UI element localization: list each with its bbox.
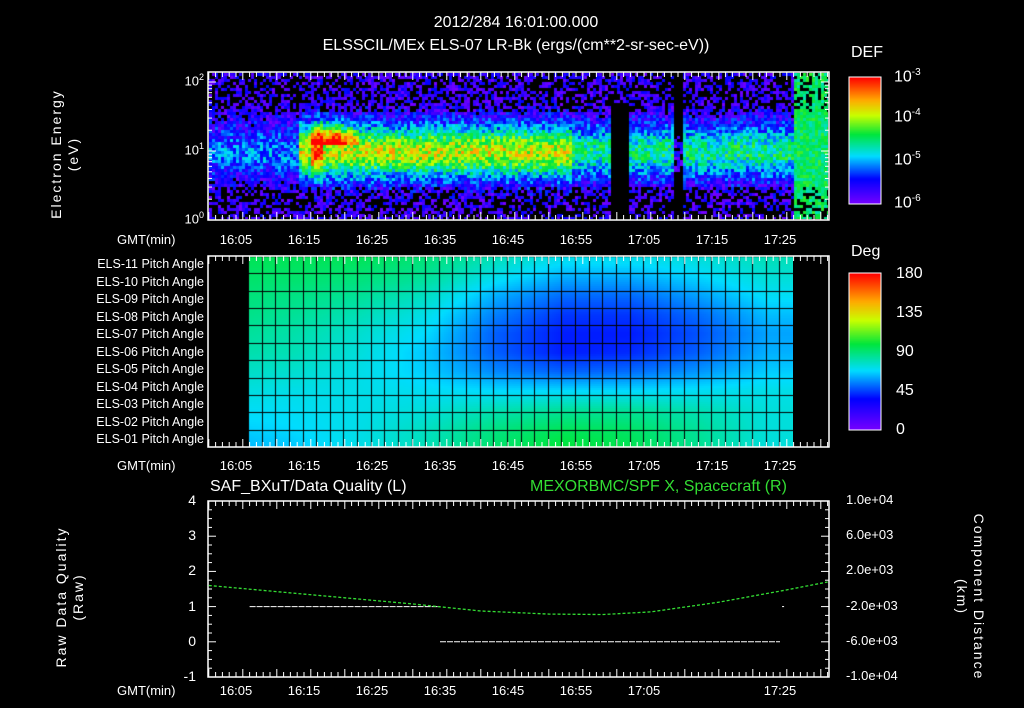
- x-tick-label: 16:15: [287, 458, 321, 473]
- pitch-angle-row-label: ELS-04 Pitch Angle: [96, 379, 204, 394]
- plot-title: ELSSCIL/MEx ELS-07 LR-Bk (ergs/(cm**2-sr…: [322, 37, 710, 54]
- x-tick-label: 16:15: [287, 232, 321, 247]
- pitch-angle-row-label: ELS-06 Pitch Angle: [96, 344, 204, 359]
- def-colorbar-tick: 10-4: [894, 107, 921, 126]
- right-tick-label: -1.0e+04: [846, 668, 898, 683]
- x-tick-label: 16:45: [491, 683, 525, 698]
- energy-spectrogram: [209, 73, 828, 219]
- left-series-title: SAF_BXuT/Data Quality (L): [210, 478, 407, 495]
- pitch-angle-row-label: ELS-01 Pitch Angle: [96, 432, 204, 446]
- deg-colorbar-tick: 45: [896, 382, 914, 399]
- pitch-angle-row-label: ELS-02 Pitch Angle: [96, 414, 204, 429]
- right-tick-label: 1.0e+04: [846, 492, 894, 507]
- pitch-angle-row-label: ELS-09 Pitch Angle: [96, 292, 204, 306]
- x-tick-label: 16:05: [219, 683, 253, 698]
- x-tick-label: 17:15: [695, 232, 729, 247]
- left-tick-label: -1: [183, 668, 196, 684]
- spf-x-line: [208, 581, 828, 616]
- deg-colorbar-tick: 135: [896, 304, 923, 321]
- right-tick-label: 6.0e+03: [846, 527, 894, 543]
- quality-axis-label: Raw Data Quality (Raw): [53, 526, 86, 668]
- def-colorbar-tick: 10-6: [894, 193, 921, 212]
- pitch-angle-row-label: ELS-03 Pitch Angle: [96, 397, 204, 411]
- right-series-title: MEXORBMC/SPF X, Spacecraft (R): [530, 478, 787, 495]
- panel-frame: [207, 255, 830, 448]
- energy-tick-label: 101: [184, 141, 204, 158]
- deg-colorbar-tick: 90: [896, 343, 914, 360]
- x-tick-label: 16:55: [559, 683, 593, 698]
- pitch-angle-grid: [248, 256, 793, 447]
- left-tick-label: 1: [188, 597, 196, 614]
- x-tick-label: 16:55: [559, 458, 593, 473]
- pitch-angle-row-label: ELS-11 Pitch Angle: [97, 257, 204, 271]
- gmt-label: GMT(min): [117, 232, 176, 247]
- left-tick-label: 2: [188, 562, 196, 579]
- pitch-angle-row-label: ELS-07 Pitch Angle: [96, 327, 204, 341]
- deg-colorbar-title: Deg: [851, 243, 881, 260]
- x-tick-label: 16:25: [355, 683, 389, 698]
- x-tick-label: 17:25: [763, 683, 797, 698]
- def-colorbar: [849, 77, 881, 204]
- def-colorbar-tick: 10-3: [894, 67, 921, 86]
- deg-colorbar-tick: 0: [896, 421, 905, 438]
- deg-colorbar-frame: [848, 272, 882, 431]
- left-tick-label: 3: [188, 527, 196, 544]
- pitch-angle-row-label: ELS-05 Pitch Angle: [96, 362, 204, 376]
- x-tick-label: 16:05: [219, 458, 253, 473]
- panel-frame: [207, 71, 830, 221]
- x-tick-label: 17:25: [763, 458, 797, 473]
- x-tick-label: 16:45: [491, 458, 525, 473]
- right-tick-label: 2.0e+03: [846, 562, 894, 578]
- panel-frame: [207, 500, 830, 678]
- gmt-label: GMT(min): [117, 458, 176, 473]
- right-tick-label: -2.0e+03: [846, 597, 898, 613]
- x-tick-label: 16:15: [287, 683, 321, 698]
- gmt-label: GMT(min): [117, 683, 176, 698]
- plot-timestamp: 2012/284 16:01:00.000: [433, 14, 599, 31]
- x-tick-label: 17:25: [763, 232, 797, 247]
- distance-axis-label: Component Distance (km): [954, 513, 987, 681]
- x-tick-label: 17:05: [627, 683, 661, 698]
- energy-tick-label: 100: [184, 210, 204, 227]
- x-tick-label: 16:55: [559, 232, 593, 247]
- x-tick-label: 16:35: [423, 683, 457, 698]
- x-tick-label: 17:15: [695, 458, 729, 473]
- def-colorbar-frame: [848, 76, 882, 205]
- left-tick-label: 4: [188, 492, 196, 508]
- x-tick-label: 16:05: [219, 232, 253, 247]
- pitch-angle-row-label: ELS-10 Pitch Angle: [96, 274, 204, 289]
- x-tick-label: 16:35: [423, 458, 457, 473]
- x-tick-label: 16:25: [355, 458, 389, 473]
- def-colorbar-tick: 10-5: [894, 150, 921, 169]
- pitch-angle-row-label: ELS-08 Pitch Angle: [96, 309, 204, 324]
- left-tick-label: 0: [188, 632, 196, 649]
- x-tick-label: 16:35: [423, 232, 457, 247]
- deg-colorbar-tick: 180: [896, 265, 923, 282]
- x-tick-label: 17:05: [627, 232, 661, 247]
- right-tick-label: -6.0e+03: [846, 632, 898, 648]
- energy-axis-label: Electron Energy (eV): [48, 89, 81, 219]
- deg-colorbar: [849, 273, 881, 430]
- def-colorbar-title: DEF: [851, 44, 883, 61]
- energy-tick-label: 102: [184, 72, 204, 89]
- x-tick-label: 17:05: [627, 458, 661, 473]
- x-tick-label: 16:45: [491, 232, 525, 247]
- x-tick-label: 16:25: [355, 232, 389, 247]
